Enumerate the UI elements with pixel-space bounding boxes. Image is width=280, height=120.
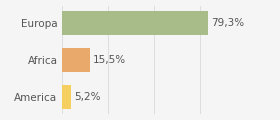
Text: 15,5%: 15,5%	[93, 55, 126, 65]
Bar	[62, 85, 71, 109]
Bar	[62, 11, 208, 35]
Text: 79,3%: 79,3%	[211, 18, 244, 28]
Text: 5,2%: 5,2%	[74, 92, 101, 102]
Bar	[62, 48, 90, 72]
